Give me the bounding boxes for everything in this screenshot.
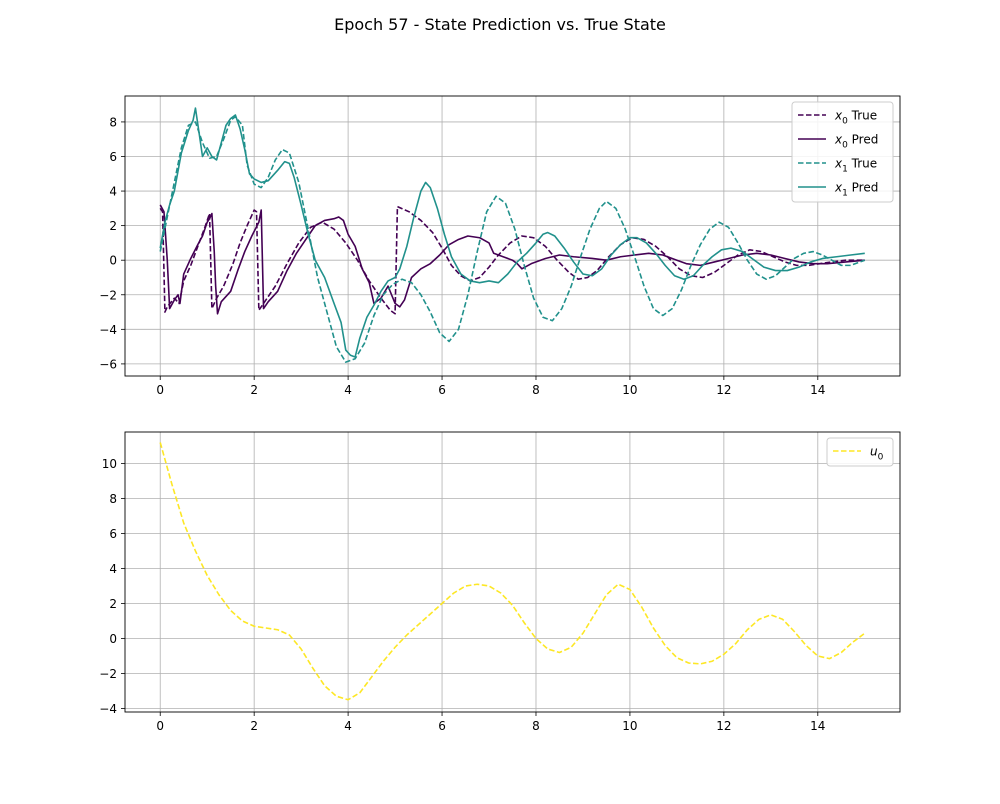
x-tick-label: 8 <box>532 719 540 733</box>
y-tick-label: 0 <box>109 632 117 646</box>
legend-label: u0 <box>870 445 884 463</box>
series-line-x0-pred <box>159 204 865 315</box>
x-tick-label: 0 <box>156 383 164 397</box>
legend-box <box>791 101 894 203</box>
y-tick-label: 0 <box>109 254 117 268</box>
x-tick-label: 0 <box>156 719 164 733</box>
legend: u0 <box>826 437 894 467</box>
series-group <box>159 107 866 363</box>
y-tick-label: 2 <box>109 219 117 233</box>
state-plot: 0 2 4 6 8 10 12 14 −6 −4 −2 0 2 4 6 8 x0 True x0 Pred x1 T… <box>99 95 901 397</box>
legend-box <box>826 437 894 467</box>
legend-label: x1 True <box>834 157 877 175</box>
x-tick-label: 4 <box>344 383 352 397</box>
x-tick-label: 2 <box>250 383 258 397</box>
legend-label: x0 True <box>834 109 877 127</box>
axes-frame <box>124 95 901 377</box>
axes-frame <box>124 431 901 713</box>
x-tick-label: 10 <box>622 719 637 733</box>
y-tick-label: 8 <box>109 492 117 506</box>
y-tick-label: 6 <box>109 150 117 164</box>
series-line-x0-true <box>159 205 865 315</box>
x-tick-label: 14 <box>810 719 825 733</box>
x-tick-label: 6 <box>438 383 446 397</box>
y-tick-label: 8 <box>109 115 117 129</box>
legend: x0 True x0 Pred x1 True x1 Pred <box>791 101 894 203</box>
y-tick-label: 4 <box>109 562 117 576</box>
y-tick-label: −4 <box>99 702 117 716</box>
x-tick-label: 12 <box>716 719 731 733</box>
x-tick-label: 4 <box>344 719 352 733</box>
y-tick-label: −6 <box>99 357 117 371</box>
x-tick-label: 12 <box>716 383 731 397</box>
legend-label: x1 Pred <box>834 181 878 199</box>
y-tick-label: −2 <box>99 667 117 681</box>
y-tick-label: −4 <box>99 323 117 337</box>
x-tick-label: 6 <box>438 719 446 733</box>
x-tick-label: 2 <box>250 719 258 733</box>
series-line-u0 <box>159 442 866 701</box>
y-tick-label: 10 <box>102 457 117 471</box>
y-tick-label: 2 <box>109 597 117 611</box>
x-tick-label: 10 <box>622 383 637 397</box>
y-tick-label: −2 <box>99 288 117 302</box>
y-tick-label: 6 <box>109 527 117 541</box>
x-tick-label: 8 <box>532 383 540 397</box>
series-group <box>159 442 866 701</box>
control-plot: 0 2 4 6 8 10 12 14 −4 −2 0 2 4 6 8 10 u0 <box>99 431 901 733</box>
y-tick-label: 4 <box>109 185 117 199</box>
x-tick-label: 14 <box>810 383 825 397</box>
figure-title: Epoch 57 - State Prediction vs. True Sta… <box>334 15 666 34</box>
legend-label: x0 Pred <box>834 133 878 151</box>
series-line-x1-pred <box>159 107 865 358</box>
